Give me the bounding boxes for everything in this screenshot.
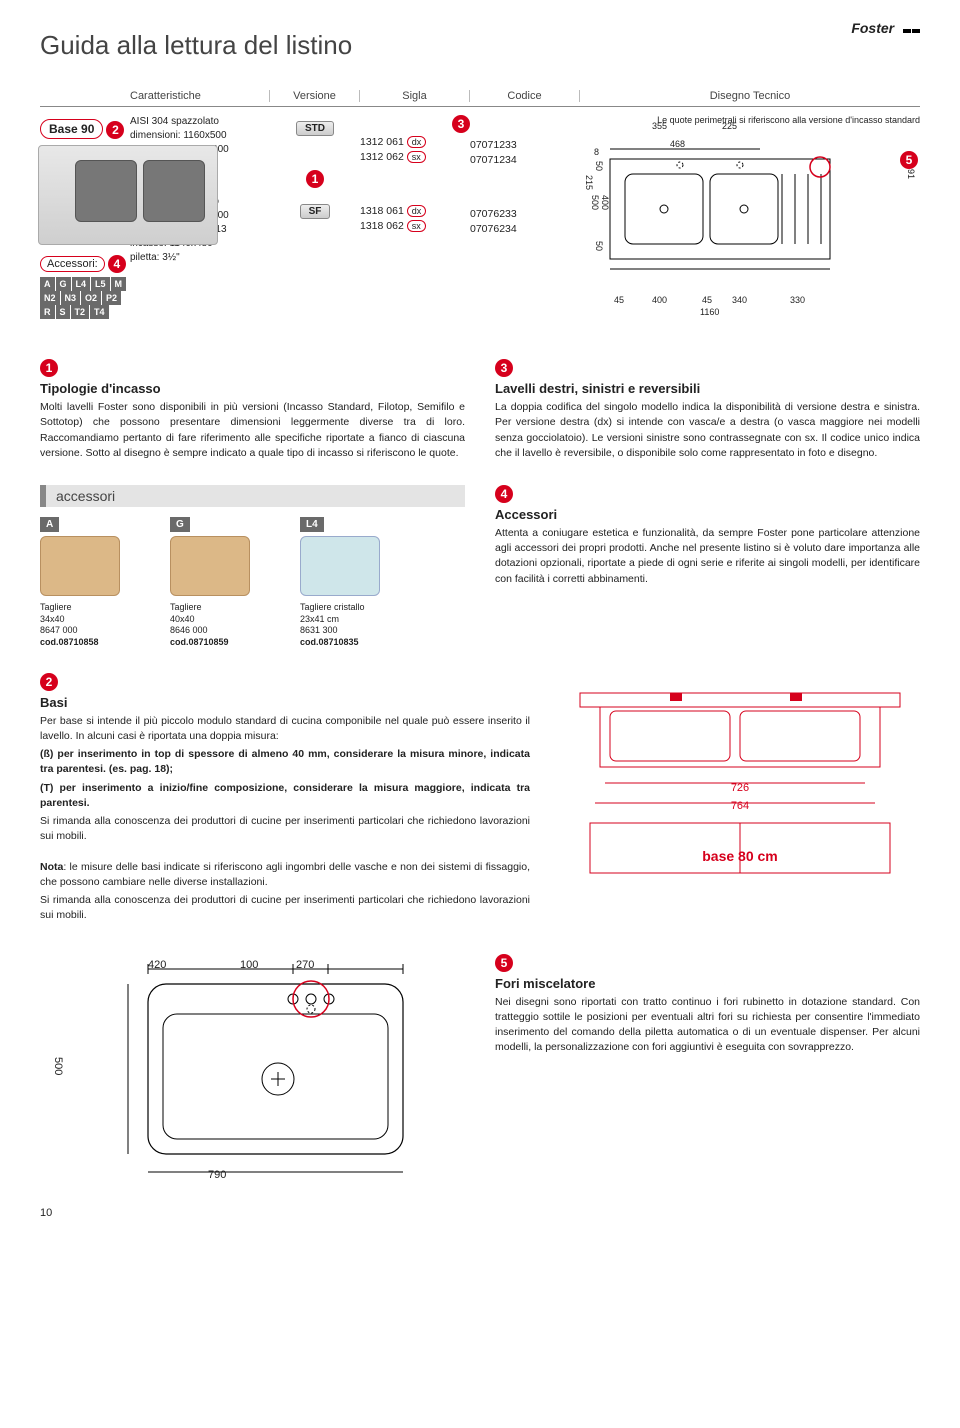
sigla-code: 1318 062 [360, 220, 404, 232]
sec2-beta: (ß) per inserimento in top di spessore d… [40, 747, 530, 777]
dim: 91 [906, 169, 916, 179]
acc-cod2: cod.08710858 [40, 637, 140, 649]
tech-drawing-top [580, 129, 840, 289]
th-dis: Disegno Tecnico [580, 90, 920, 102]
circle-2: 2 [106, 121, 124, 139]
sec2-nota2: Si rimanda alla conoscenza dei produttor… [40, 893, 530, 923]
circle-4b: 4 [495, 485, 513, 503]
acc-name: Tagliere [40, 602, 140, 614]
circle-3: 3 [452, 115, 470, 133]
base-label: Base 90 [40, 119, 103, 139]
sigla-code: 1312 061 [360, 136, 404, 148]
sec3-body: La doppia codifica del singolo modello i… [495, 400, 920, 461]
spec-line: dimensioni: 1160x500 [130, 129, 264, 143]
th-char: Caratteristiche [40, 90, 270, 102]
acc-code: 8646 000 [170, 625, 270, 637]
dim: 45 [614, 295, 624, 305]
version-std: STD [296, 121, 334, 136]
sec3-title: Lavelli destri, sinistri e reversibili [495, 381, 920, 396]
sec2-body2: Si rimanda alla conoscenza dei produttor… [40, 814, 530, 844]
page-number: 10 [40, 1207, 920, 1219]
dim: 355 [652, 121, 667, 131]
acc-letter: A [40, 517, 59, 532]
dim: 340 [732, 295, 747, 305]
th-cod: Codice [470, 90, 580, 102]
dim: 500 [590, 195, 600, 210]
dim-270: 270 [296, 959, 314, 971]
sec2-nota: : le misure delle basi indicate si rifer… [40, 861, 530, 888]
dim: 225 [722, 121, 737, 131]
dim: 50 [594, 161, 604, 171]
product-photo [38, 145, 218, 245]
sec5-body: Nei disegni sono riportati con tratto co… [495, 995, 920, 1056]
dim: 468 [670, 139, 685, 149]
acc-image [170, 536, 250, 596]
codice: 07076233 [470, 208, 580, 220]
circle-2b: 2 [40, 673, 58, 691]
th-sigla: Sigla [360, 90, 470, 102]
sec5-title: Fori miscelatore [495, 976, 920, 991]
acc-cod2: cod.08710835 [300, 637, 400, 649]
spec-line: piletta: 3½" [130, 251, 264, 265]
dim: 8 [594, 147, 599, 157]
dim-420: 420 [148, 959, 166, 971]
dim: 330 [790, 295, 805, 305]
page-title: Guida alla lettura del listino [40, 30, 920, 61]
dim-100: 100 [240, 959, 258, 971]
spec-line: AISI 304 spazzolato [130, 115, 264, 129]
acc-name: Tagliere cristallo [300, 602, 400, 614]
accessori-label: Accessori: [40, 256, 105, 272]
brand-logo: Foster [851, 20, 920, 36]
acc-code: 8631 300 [300, 625, 400, 637]
acc-name: Tagliere [170, 602, 270, 614]
acc-size: 34x40 [40, 614, 140, 626]
sec1-body: Molti lavelli Foster sono disponibili in… [40, 400, 465, 461]
dim-790: 790 [208, 1169, 226, 1181]
sigla-code: 1318 061 [360, 205, 404, 217]
sec2-title: Basi [40, 695, 530, 710]
dim: 400 [600, 195, 610, 210]
acc-cod2: cod.08710859 [170, 637, 270, 649]
acc-letter: L4 [300, 517, 324, 532]
circle-4: 4 [108, 255, 126, 273]
dx-badge: dx [407, 205, 427, 217]
dim: 400 [652, 295, 667, 305]
codice: 07071234 [470, 154, 580, 166]
th-ver: Versione [270, 90, 360, 102]
acc-size: 23x41 cm [300, 614, 400, 626]
dim: 215 [584, 175, 594, 190]
acc-image [40, 536, 120, 596]
dim: 1160 [700, 307, 719, 317]
acc-letter: G [170, 517, 190, 532]
quote-note: Le quote perimetrali si riferiscono alla… [580, 115, 920, 125]
acc-code: 8647 000 [40, 625, 140, 637]
version-sf: SF [300, 204, 331, 219]
sec2-body1: Per base si intende il più piccolo modul… [40, 715, 530, 742]
dim: 50 [594, 241, 604, 251]
dx-badge: dx [407, 136, 427, 148]
dim-500: 500 [52, 1057, 64, 1075]
codice: 07071233 [470, 139, 580, 151]
accessori-header: accessori [40, 485, 465, 507]
circle-1: 1 [306, 170, 324, 188]
circle-5: 5 [900, 151, 918, 169]
circle-1b: 1 [40, 359, 58, 377]
sec4-title: Accessori [495, 507, 920, 522]
accessori-codes: AGL4L5MN2N3O2P2RST2T4 [40, 277, 130, 319]
sec2-t: (T) per inserimento a inizio/fine compos… [40, 781, 530, 811]
sigla-code: 1312 062 [360, 151, 404, 163]
legend-diagram: Caratteristiche Versione Sigla Codice Di… [40, 76, 920, 339]
sec4-body: Attenta a coniugare estetica e funzional… [495, 526, 920, 587]
sec1-title: Tipologie d'incasso [40, 381, 465, 396]
acc-image [300, 536, 380, 596]
sec2-nota-label: Nota [40, 861, 63, 873]
circle-5b: 5 [495, 954, 513, 972]
sx-badge: sx [407, 220, 426, 232]
codice: 07076234 [470, 223, 580, 235]
dim: 45 [702, 295, 712, 305]
sx-badge: sx [407, 151, 426, 163]
circle-3b: 3 [495, 359, 513, 377]
sink-drawing-bottom [93, 954, 413, 1184]
acc-size: 40x40 [170, 614, 270, 626]
